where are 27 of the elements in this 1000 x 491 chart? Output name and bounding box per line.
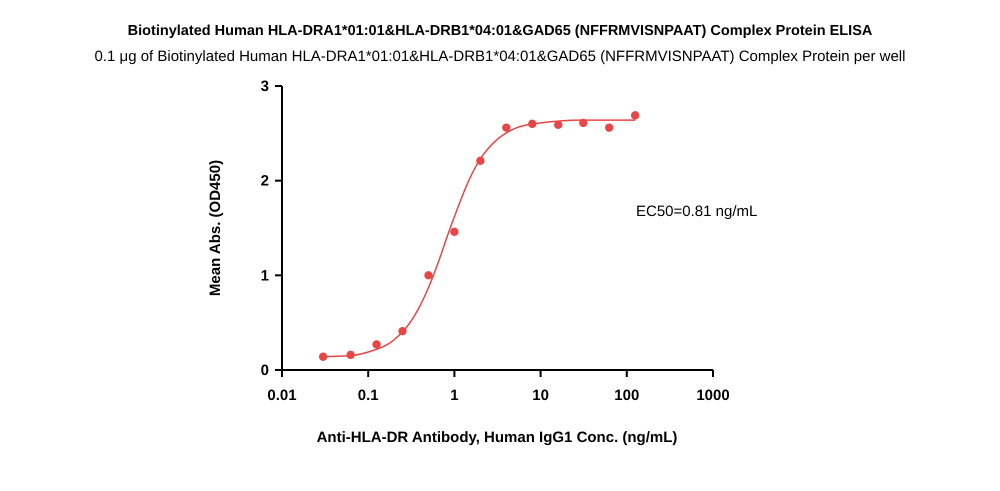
point xyxy=(554,120,562,130)
y-tick-label: 0 xyxy=(260,362,269,379)
x-tick-label: 1 xyxy=(450,387,459,404)
x-axis-title: Anti-HLA-DR Antibody, Human IgG1 Conc. (ng/mL) xyxy=(316,429,678,446)
chart-title: Biotinylated Human HLA-DRA1*01:01&HLA-DRB1*04:01&GAD65 (NFFRMVISNPAAT) Complex Protein ELISA xyxy=(128,23,873,39)
x-tick-label: 10 xyxy=(532,387,549,404)
x-tick-label: 1000 xyxy=(696,387,730,404)
x-tick-label: 0.01 xyxy=(267,387,297,404)
point xyxy=(630,111,640,120)
y-tick-label: 1 xyxy=(260,267,269,284)
point xyxy=(372,340,381,349)
point xyxy=(424,271,433,280)
point xyxy=(450,228,459,236)
y-axis-title: Mean Abs. (OD450) xyxy=(207,160,224,296)
point xyxy=(502,123,510,132)
annotation: EC50=0.81 ng/mL xyxy=(636,203,758,220)
point xyxy=(528,120,536,128)
x-tick-label: 0.1 xyxy=(358,387,379,404)
y-tick-label: 3 xyxy=(260,78,269,95)
point xyxy=(579,118,588,128)
point xyxy=(398,326,407,336)
point xyxy=(605,123,614,132)
x-tick-label: 100 xyxy=(614,387,640,404)
chart-subtitle: 0.1 μg of Biotinylated Human HLA-DRA1*01:01&HLA-DRB1*04:01&GAD65 (NFFRMVISNPAAT) Complex Protein per well xyxy=(94,48,906,65)
point xyxy=(476,156,485,165)
point xyxy=(346,350,355,360)
y-tick-label: 2 xyxy=(260,172,269,190)
